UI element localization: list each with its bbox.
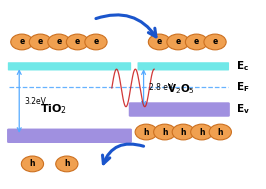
- Text: e: e: [38, 37, 43, 46]
- Circle shape: [204, 34, 226, 50]
- Text: h: h: [162, 128, 168, 136]
- FancyBboxPatch shape: [8, 62, 131, 70]
- Circle shape: [21, 156, 44, 172]
- Text: 2.8 eV: 2.8 eV: [149, 83, 173, 92]
- Circle shape: [191, 124, 213, 140]
- Text: e: e: [194, 37, 199, 46]
- Circle shape: [66, 34, 89, 50]
- Text: e: e: [157, 37, 162, 46]
- Text: h: h: [30, 159, 35, 168]
- Text: h: h: [218, 128, 223, 136]
- Text: $\mathbf{E_c}$: $\mathbf{E_c}$: [236, 60, 249, 73]
- Circle shape: [56, 156, 78, 172]
- Text: e: e: [56, 37, 61, 46]
- Circle shape: [209, 124, 231, 140]
- Text: h: h: [199, 128, 205, 136]
- FancyBboxPatch shape: [138, 62, 229, 70]
- Circle shape: [185, 34, 208, 50]
- Text: TiO$_2$: TiO$_2$: [40, 103, 67, 116]
- Circle shape: [148, 34, 171, 50]
- Text: e: e: [175, 37, 181, 46]
- Circle shape: [172, 124, 194, 140]
- Text: e: e: [213, 37, 218, 46]
- FancyBboxPatch shape: [7, 129, 132, 143]
- Text: V$_2$O$_5$: V$_2$O$_5$: [167, 82, 195, 96]
- Text: e: e: [19, 37, 24, 46]
- Text: e: e: [93, 37, 99, 46]
- Circle shape: [154, 124, 176, 140]
- Circle shape: [135, 124, 157, 140]
- Circle shape: [11, 34, 33, 50]
- Text: h: h: [181, 128, 186, 136]
- Circle shape: [29, 34, 52, 50]
- Circle shape: [85, 34, 107, 50]
- Circle shape: [48, 34, 70, 50]
- FancyBboxPatch shape: [129, 102, 230, 117]
- Text: e: e: [75, 37, 80, 46]
- Text: $\mathbf{E_v}$: $\mathbf{E_v}$: [236, 103, 250, 116]
- Text: 3.2eV: 3.2eV: [24, 97, 46, 106]
- Circle shape: [167, 34, 189, 50]
- Text: $\mathbf{E_F}$: $\mathbf{E_F}$: [236, 80, 250, 94]
- Text: h: h: [143, 128, 149, 136]
- Text: h: h: [64, 159, 70, 168]
